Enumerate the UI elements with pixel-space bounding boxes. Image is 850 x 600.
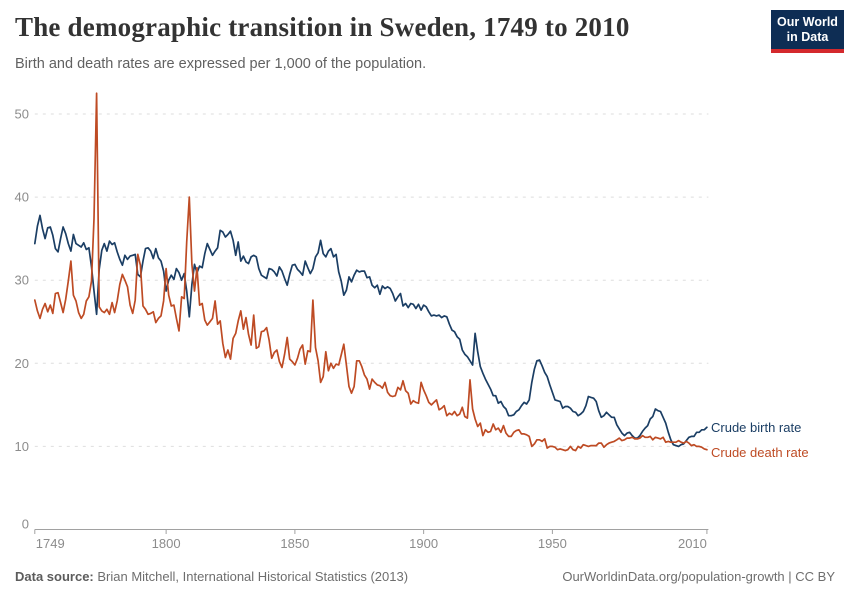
series-label-crude-birth-rate: Crude birth rate	[711, 420, 802, 435]
chart-subtitle: Birth and death rates are expressed per …	[15, 56, 427, 72]
owid-logo: Our World in Data	[771, 10, 844, 53]
logo-line-2: in Data	[786, 30, 829, 44]
series-line-crude-birth-rate	[33, 214, 708, 448]
x-tick-label-2010: 2010	[678, 536, 707, 551]
data-source-label: Data source:	[15, 569, 94, 584]
series-line-crude-death-rate	[33, 92, 708, 452]
x-tick-label-1800: 1800	[152, 536, 181, 551]
page-title: The demographic transition in Sweden, 17…	[15, 12, 630, 42]
y-tick-label-30: 30	[15, 273, 29, 288]
chart-footer: Data source: Brian Mitchell, Internation…	[15, 569, 835, 584]
y-tick-label-40: 40	[15, 190, 29, 205]
y-tick-label-20: 20	[15, 356, 29, 371]
y-tick-label-10: 10	[15, 439, 29, 454]
x-tick-label-1900: 1900	[409, 536, 438, 551]
x-tick-label-1749: 1749	[36, 536, 65, 551]
data-source-note: Data source: Brian Mitchell, Internation…	[15, 569, 408, 584]
logo-line-1: Our World	[777, 15, 838, 29]
x-tick-label-1950: 1950	[538, 536, 567, 551]
license-link[interactable]: OurWorldinData.org/population-growth | C…	[562, 569, 835, 584]
series-label-crude-death-rate: Crude death rate	[711, 445, 809, 460]
y-tick-label-50: 50	[15, 107, 29, 122]
data-source-text: Brian Mitchell, International Historical…	[93, 569, 409, 584]
y-tick-label-0: 0	[22, 517, 29, 532]
x-tick-label-1850: 1850	[280, 536, 309, 551]
